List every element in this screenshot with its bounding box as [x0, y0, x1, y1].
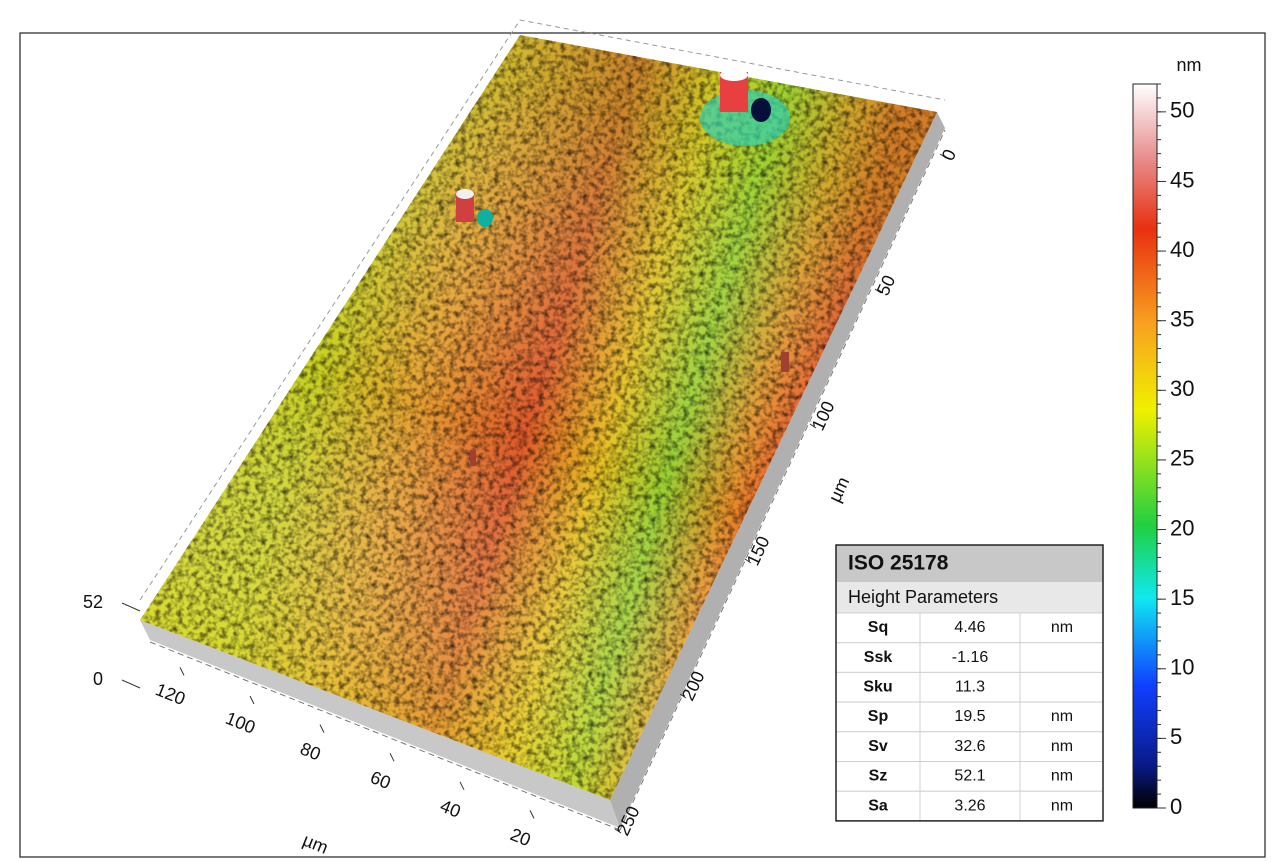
y-tick: [179, 667, 185, 676]
param-unit: nm: [1051, 619, 1073, 636]
surface-texture: [140, 35, 937, 800]
param-value: 52.1: [954, 768, 985, 785]
colorbar-tick-label: 25: [1170, 446, 1194, 471]
colorbar-tick-label: 5: [1170, 724, 1182, 749]
table-subtitle: Height Parameters: [848, 587, 998, 607]
y-tick: [529, 810, 535, 819]
table-title-bg: [836, 545, 1103, 582]
y-tick-label: 60: [367, 767, 393, 793]
param-value: 3.26: [954, 797, 985, 814]
param-name: Sv: [868, 738, 888, 755]
y-tick-label: 100: [223, 708, 258, 738]
feature: [781, 352, 789, 372]
x-tick: [809, 423, 817, 429]
param-name: Sku: [863, 678, 892, 695]
box-edge: [619, 129, 946, 831]
feature: [470, 450, 476, 466]
x-tick: [614, 828, 622, 834]
colorbar-unit: nm: [1176, 55, 1201, 75]
y-tick-label: 20: [507, 824, 533, 850]
y-tick-label: 80: [297, 738, 323, 764]
colorbar-tick-label: 30: [1170, 376, 1194, 401]
param-unit: nm: [1051, 708, 1073, 725]
feature: [456, 189, 474, 199]
y-tick-label: 40: [437, 796, 463, 822]
y-tick-label: 120: [153, 679, 188, 709]
param-name: Sp: [868, 708, 889, 725]
x-axis-title: µm: [824, 474, 853, 505]
parameter-table: ISO 25178 Height Parameters Sq 4.46 nm Ssk -1.…: [835, 544, 1104, 822]
param-unit: nm: [1051, 768, 1073, 785]
colorbar-tick-label: 35: [1170, 307, 1194, 332]
z-tick: [121, 602, 141, 612]
param-name: Ssk: [864, 649, 893, 666]
param-value: -1.16: [952, 649, 989, 666]
back-box: [139, 19, 946, 601]
x-tick: [939, 153, 947, 159]
colorbar-tick-label: 0: [1170, 794, 1182, 819]
z-tick: [121, 679, 141, 689]
y-tick: [249, 695, 255, 705]
box-edge: [149, 641, 621, 831]
param-value: 4.46: [954, 619, 985, 636]
param-unit: nm: [1051, 797, 1073, 814]
param-unit: nm: [1051, 738, 1073, 755]
param-name: Sz: [869, 768, 888, 785]
table-row: [835, 612, 1104, 644]
x-tick-label: 0: [938, 146, 960, 164]
colorbar-tick-label: 20: [1170, 515, 1194, 540]
colorbar: [1132, 83, 1158, 809]
surface: [140, 35, 937, 800]
base-side: [610, 112, 945, 828]
feature: [720, 69, 748, 81]
frame: [19, 32, 1266, 858]
colorbar-tick-label: 40: [1170, 237, 1194, 262]
x-tick: [679, 693, 687, 699]
y-axis-title: µm: [300, 830, 331, 858]
table-border: [835, 544, 1104, 822]
z-tick-label: 0: [93, 669, 103, 689]
x-tick: [874, 288, 882, 294]
param-name: Sq: [868, 619, 888, 636]
colorbar-tick-label: 45: [1170, 167, 1194, 192]
colorbar-tick-label: 50: [1170, 98, 1194, 123]
param-value: 19.5: [954, 708, 985, 725]
y-tick: [389, 752, 395, 762]
table-subtitle-bg: [836, 582, 1103, 613]
y-tick: [459, 781, 465, 791]
param-value: 11.3: [955, 678, 985, 695]
table-row: [835, 731, 1104, 762]
feature: [477, 209, 493, 227]
param-value: 32.6: [954, 738, 985, 755]
table-title: ISO 25178: [848, 552, 949, 575]
param-name: Sa: [868, 797, 888, 814]
y-tick: [319, 724, 325, 733]
z-tick-label: 52: [83, 592, 103, 612]
colorbar-tick-label: 15: [1170, 585, 1194, 610]
colorbar-tick-label: 10: [1170, 655, 1194, 680]
feature: [751, 98, 771, 122]
feature: [456, 192, 474, 222]
base-front: [140, 620, 620, 828]
x-tick: [744, 558, 752, 564]
